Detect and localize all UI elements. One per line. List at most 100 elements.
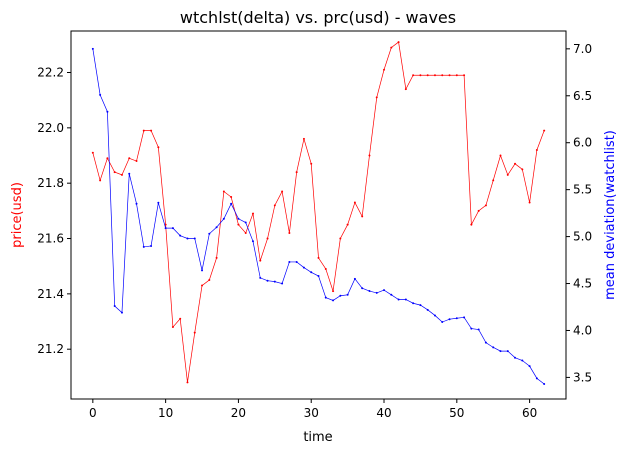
left-series-point	[135, 160, 138, 163]
right-y-tick-label: 4.5	[573, 277, 592, 291]
left-series-point	[361, 215, 364, 218]
right-series-point	[142, 245, 145, 248]
right-y-tick-label: 6.0	[573, 136, 592, 150]
right-series-point	[201, 269, 204, 272]
right-y-tick-label: 5.5	[573, 183, 592, 197]
right-series-point	[433, 314, 436, 317]
right-series-point	[514, 356, 517, 359]
left-series-point	[302, 137, 305, 140]
left-series-point	[339, 237, 342, 240]
left-y-tick-label: 21.2	[37, 342, 64, 356]
right-series-point	[383, 289, 386, 292]
right-series-point	[412, 302, 415, 305]
right-series-point	[310, 271, 313, 274]
right-series-point	[528, 365, 531, 368]
right-series-point	[463, 316, 466, 319]
left-series-point	[157, 146, 160, 149]
right-series-point	[273, 280, 276, 283]
left-series-point	[455, 74, 458, 77]
right-series-point	[164, 227, 167, 230]
right-series-point	[186, 237, 189, 240]
right-series-point	[135, 202, 138, 205]
left-series-point	[412, 74, 415, 77]
right-series-point	[295, 260, 298, 263]
left-series-point	[281, 190, 284, 193]
left-series-point	[346, 223, 349, 226]
right-series-point	[244, 221, 247, 224]
left-series-point	[353, 201, 356, 204]
series-layer	[91, 41, 546, 385]
left-series-point	[106, 157, 109, 160]
right-series-point	[441, 321, 444, 324]
right-series-point	[426, 308, 429, 311]
left-series-point	[91, 151, 94, 154]
right-series-point	[215, 226, 218, 229]
right-series-point	[266, 279, 269, 282]
left-series-point	[477, 209, 480, 212]
left-series-point	[419, 74, 422, 77]
left-series-point	[397, 41, 400, 44]
right-series-point	[288, 260, 291, 263]
left-y-axis-label: price(usd)	[10, 182, 25, 248]
left-series-point	[499, 154, 502, 157]
right-series-point	[171, 227, 174, 230]
right-series-point	[492, 346, 495, 349]
right-series-point	[543, 382, 546, 385]
x-axis-label: time	[303, 430, 332, 445]
right-series-point	[193, 237, 196, 240]
right-series-point	[230, 202, 233, 205]
right-series-point	[332, 299, 335, 302]
x-tick-label: 10	[158, 406, 173, 420]
left-series-point	[273, 204, 276, 207]
left-series-point	[543, 129, 546, 132]
left-series-point	[426, 74, 429, 77]
right-y-tick-label: 3.5	[573, 370, 592, 384]
right-series-point	[361, 287, 364, 290]
right-series-point	[455, 317, 458, 320]
left-series-point	[266, 237, 269, 240]
left-series-point	[484, 204, 487, 207]
left-series-point	[433, 74, 436, 77]
x-tick-label: 40	[376, 406, 391, 420]
left-series-point	[492, 179, 495, 182]
left-series-point	[128, 157, 131, 160]
right-series-point	[128, 172, 131, 175]
right-series-point	[91, 47, 94, 50]
left-series-point	[259, 259, 262, 262]
left-series-point	[368, 154, 371, 157]
right-series-point	[521, 359, 524, 362]
right-series-point	[150, 244, 153, 247]
left-series-point	[535, 148, 538, 151]
left-series-point	[179, 317, 182, 320]
right-series-point	[339, 294, 342, 297]
right-series-point	[99, 93, 102, 96]
right-series-point	[106, 110, 109, 113]
left-y-tick-label: 21.8	[37, 176, 64, 190]
left-series-point	[506, 173, 509, 176]
left-series-point	[310, 162, 313, 165]
right-series-point	[375, 291, 378, 294]
left-series-point	[237, 223, 240, 226]
x-axis-ticks: 0 10 20 30 40 50 60	[89, 399, 537, 420]
left-series-point	[186, 381, 189, 384]
right-series-point	[448, 318, 451, 321]
left-series-point	[99, 179, 102, 182]
right-series-point	[324, 296, 327, 299]
right-series-point	[404, 298, 407, 301]
left-series-point	[514, 162, 517, 165]
left-series-point	[404, 88, 407, 91]
left-series-point	[288, 231, 291, 234]
left-series-point	[230, 196, 233, 199]
left-series-point	[142, 129, 145, 132]
right-series-point	[484, 341, 487, 344]
left-series-point	[448, 74, 451, 77]
right-series-point	[281, 282, 284, 285]
right-series-point	[157, 201, 160, 204]
right-y-tick-label: 4.0	[573, 323, 592, 337]
left-series-point	[441, 74, 444, 77]
x-tick-label: 0	[89, 406, 97, 420]
right-series-point	[390, 293, 393, 296]
x-tick-label: 20	[231, 406, 246, 420]
right-series-point	[237, 217, 240, 220]
right-series-point	[120, 311, 123, 314]
